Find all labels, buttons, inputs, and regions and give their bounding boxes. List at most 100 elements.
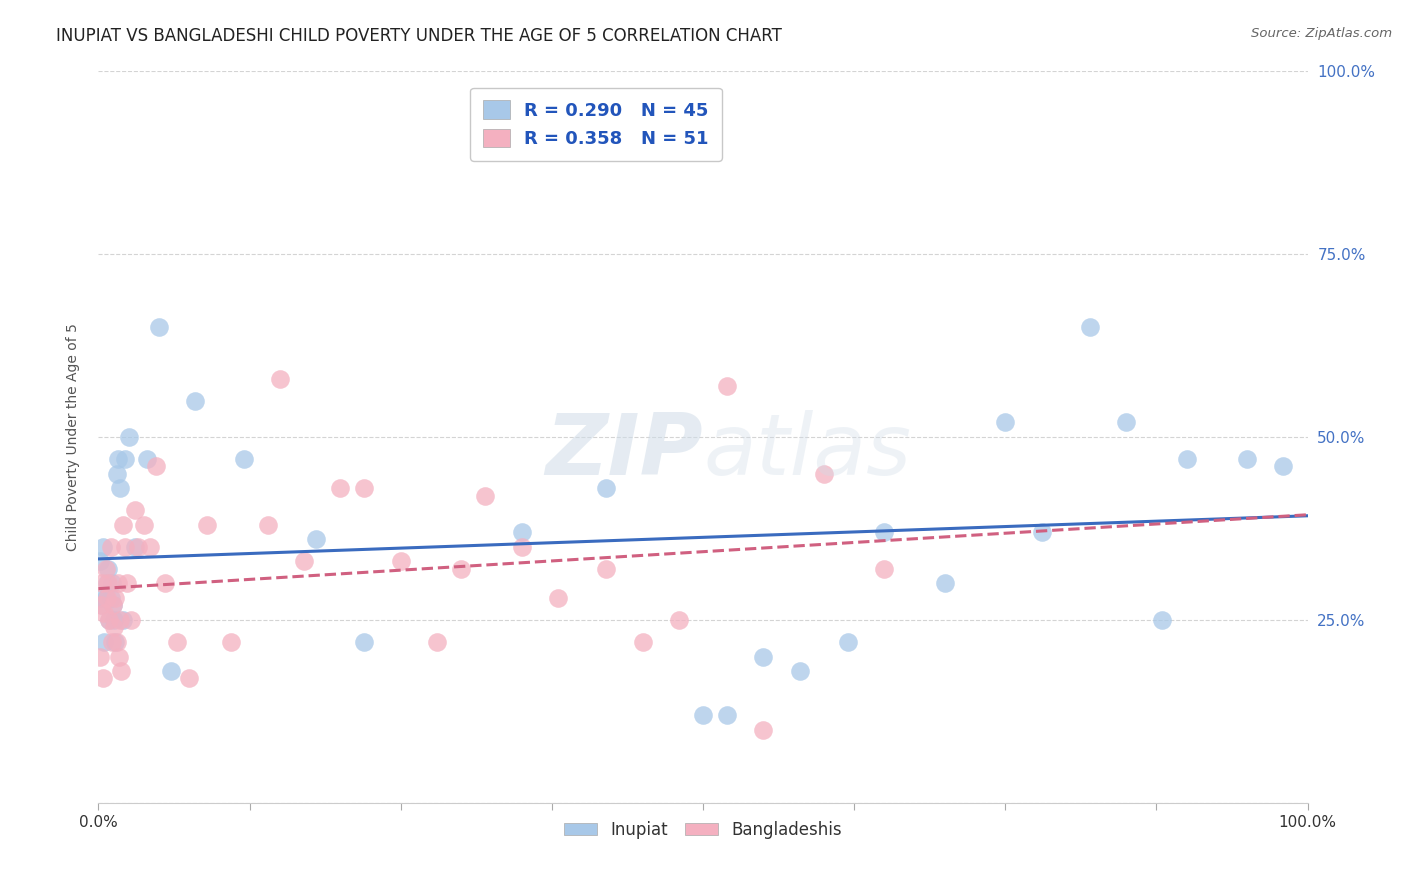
Point bbox=[100, 591, 122, 605]
Point bbox=[97, 562, 120, 576]
Point bbox=[1078, 320, 1101, 334]
Point bbox=[305, 533, 328, 547]
Point bbox=[631, 635, 654, 649]
Point bbox=[692, 708, 714, 723]
Point bbox=[595, 562, 617, 576]
Point bbox=[114, 540, 136, 554]
Point bbox=[166, 635, 188, 649]
Legend: Inupiat, Bangladeshis: Inupiat, Bangladeshis bbox=[557, 814, 849, 846]
Point bbox=[89, 649, 111, 664]
Point bbox=[124, 540, 146, 554]
Point bbox=[98, 613, 121, 627]
Point bbox=[117, 576, 139, 591]
Point bbox=[124, 503, 146, 517]
Point bbox=[873, 562, 896, 576]
Point bbox=[135, 452, 157, 467]
Point bbox=[195, 517, 218, 532]
Point bbox=[100, 576, 122, 591]
Text: ZIP: ZIP bbox=[546, 410, 703, 493]
Point bbox=[100, 635, 122, 649]
Point bbox=[105, 467, 128, 481]
Point bbox=[91, 540, 114, 554]
Point bbox=[873, 525, 896, 540]
Point bbox=[353, 481, 375, 495]
Point bbox=[111, 517, 134, 532]
Point bbox=[716, 379, 738, 393]
Point bbox=[752, 649, 775, 664]
Point bbox=[134, 517, 156, 532]
Point bbox=[100, 540, 122, 554]
Point bbox=[93, 635, 115, 649]
Point bbox=[91, 576, 114, 591]
Point bbox=[1031, 525, 1053, 540]
Point bbox=[101, 599, 124, 613]
Point bbox=[474, 489, 496, 503]
Point bbox=[139, 540, 162, 554]
Point bbox=[1236, 452, 1258, 467]
Point bbox=[118, 430, 141, 444]
Point bbox=[813, 467, 835, 481]
Point bbox=[450, 562, 472, 576]
Point bbox=[90, 599, 112, 613]
Text: INUPIAT VS BANGLADESHI CHILD POVERTY UNDER THE AGE OF 5 CORRELATION CHART: INUPIAT VS BANGLADESHI CHILD POVERTY UND… bbox=[56, 27, 782, 45]
Point bbox=[108, 613, 131, 627]
Point bbox=[668, 613, 690, 627]
Point bbox=[510, 540, 533, 554]
Point bbox=[97, 576, 120, 591]
Point bbox=[510, 525, 533, 540]
Point bbox=[1272, 459, 1295, 474]
Point bbox=[89, 554, 111, 568]
Point bbox=[1152, 613, 1174, 627]
Point bbox=[120, 613, 142, 627]
Point bbox=[94, 591, 117, 605]
Point bbox=[232, 452, 254, 467]
Point bbox=[547, 591, 569, 605]
Point bbox=[96, 591, 118, 605]
Point bbox=[110, 664, 132, 678]
Point bbox=[108, 649, 131, 664]
Point bbox=[111, 613, 134, 627]
Point bbox=[114, 452, 136, 467]
Point bbox=[934, 576, 956, 591]
Point bbox=[426, 635, 449, 649]
Point bbox=[329, 481, 352, 495]
Point bbox=[90, 591, 112, 605]
Point bbox=[353, 635, 375, 649]
Point bbox=[98, 613, 121, 627]
Point bbox=[153, 576, 176, 591]
Point bbox=[103, 620, 125, 634]
Y-axis label: Child Poverty Under the Age of 5: Child Poverty Under the Age of 5 bbox=[66, 323, 80, 551]
Point bbox=[160, 664, 183, 678]
Point bbox=[91, 599, 114, 613]
Point bbox=[595, 481, 617, 495]
Point bbox=[145, 459, 167, 474]
Point bbox=[292, 554, 315, 568]
Point bbox=[107, 576, 129, 591]
Point bbox=[91, 672, 114, 686]
Text: Source: ZipAtlas.com: Source: ZipAtlas.com bbox=[1251, 27, 1392, 40]
Point bbox=[101, 599, 124, 613]
Point bbox=[184, 393, 207, 408]
Point bbox=[752, 723, 775, 737]
Point bbox=[1115, 416, 1137, 430]
Point bbox=[837, 635, 859, 649]
Point bbox=[104, 591, 127, 605]
Point bbox=[96, 576, 118, 591]
Point bbox=[148, 320, 170, 334]
Text: atlas: atlas bbox=[703, 410, 911, 493]
Point bbox=[107, 452, 129, 467]
Point bbox=[93, 606, 115, 620]
Point bbox=[103, 613, 125, 627]
Point bbox=[127, 540, 149, 554]
Point bbox=[104, 635, 127, 649]
Point bbox=[716, 708, 738, 723]
Point bbox=[256, 517, 278, 532]
Point bbox=[105, 635, 128, 649]
Point bbox=[269, 371, 291, 385]
Point bbox=[108, 481, 131, 495]
Point bbox=[94, 562, 117, 576]
Point bbox=[389, 554, 412, 568]
Point bbox=[994, 416, 1017, 430]
Point bbox=[179, 672, 201, 686]
Point bbox=[1175, 452, 1198, 467]
